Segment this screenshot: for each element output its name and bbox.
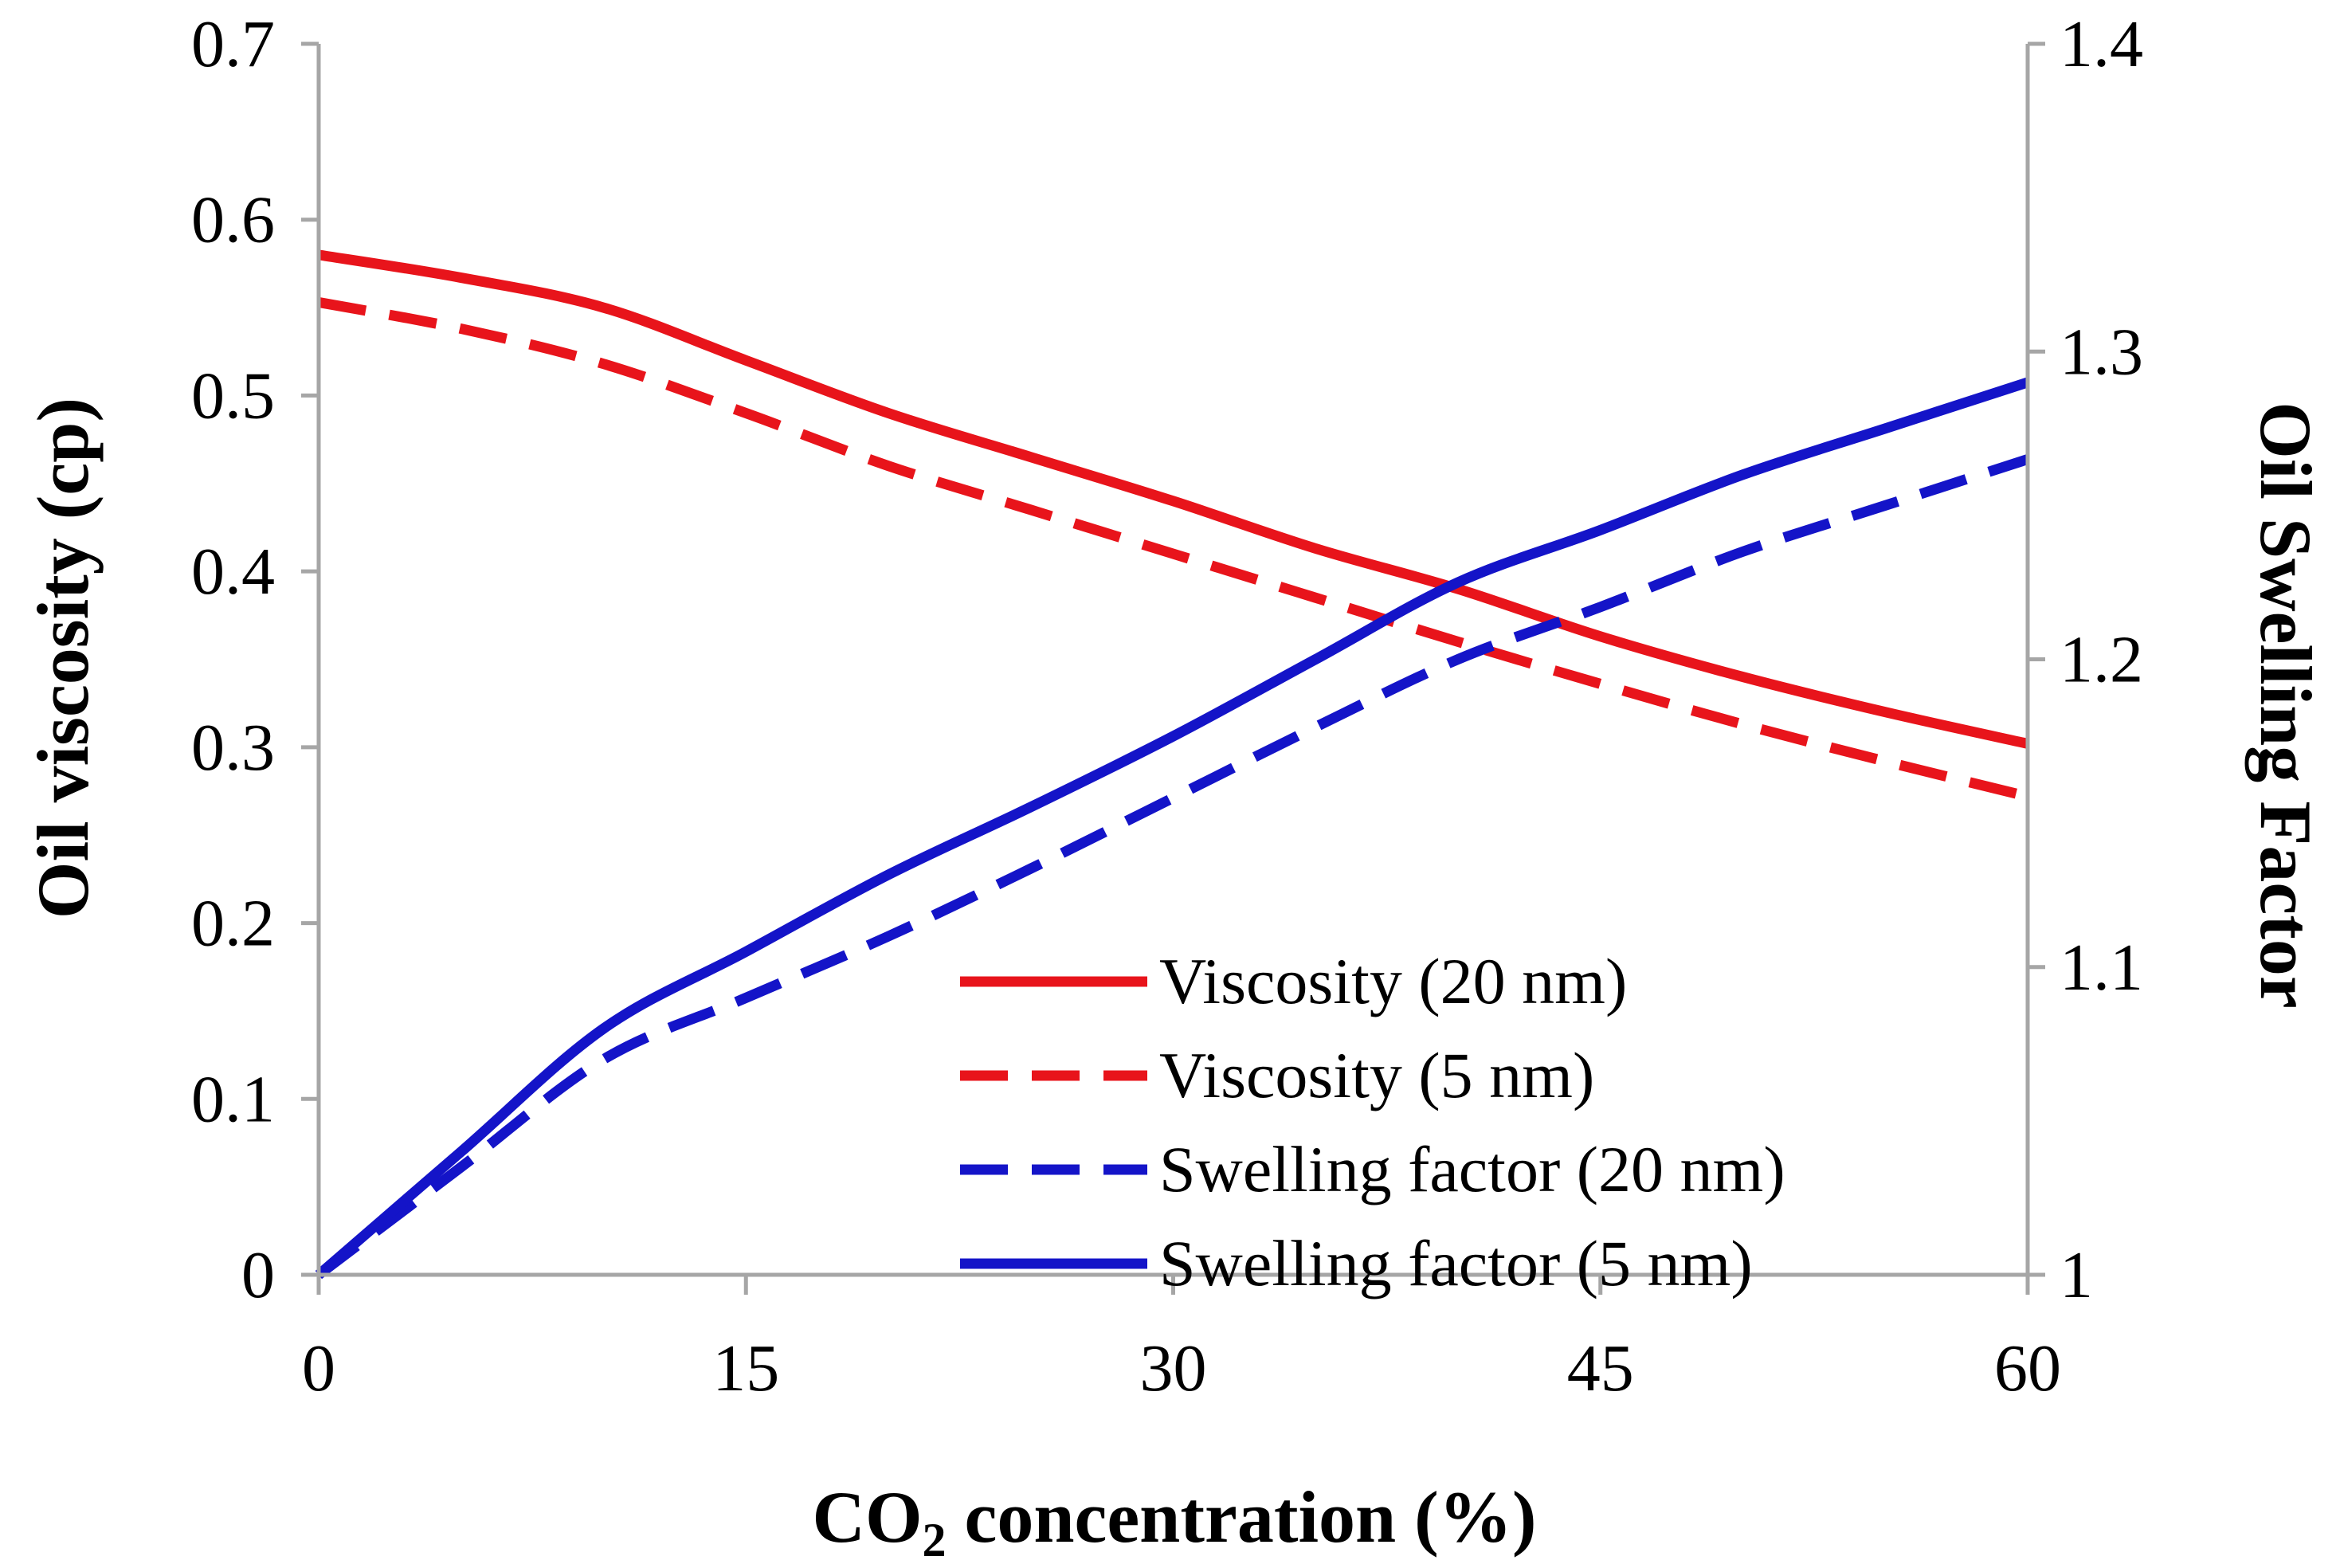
series-line-4 (315, 377, 2030, 1279)
x-tick-label: 0 (302, 1331, 335, 1405)
x-axis-title-main: CO (813, 1476, 923, 1558)
series-line-3 (316, 454, 2030, 1280)
y2-tick-label: 1.4 (2060, 7, 2143, 81)
legend-label-1: Viscosity (20 nm) (1159, 945, 1627, 1017)
y-tick-label: 0.4 (191, 535, 275, 609)
legend-label-3: Swelling factor (20 nm) (1159, 1133, 1785, 1205)
y-axis-title: Oil viscosity (cp) (22, 398, 104, 919)
y-tick-label: 0.1 (191, 1062, 275, 1136)
x-axis-title-suffix: concentration (%) (947, 1476, 1537, 1558)
x-tick-label: 60 (1994, 1331, 2061, 1405)
x-tick-label: 30 (1140, 1331, 1207, 1405)
axes (301, 41, 2045, 1295)
plot-lines (315, 249, 2030, 1280)
y2-tick-label: 1.2 (2060, 623, 2143, 697)
x-axis-title: CO2 concentration (%) (813, 1476, 1537, 1566)
legend: Viscosity (20 nm) Viscosity (5 nm) Swellin… (960, 945, 1785, 1299)
tick-labels: 0 0.1 0.2 0.3 0.4 0.5 0.6 0.7 1 1.1 1.2 1.3 1.4 0 15 30… (191, 7, 2143, 1405)
y2-tick-label: 1.1 (2060, 931, 2143, 1005)
y-tick-label: 0.3 (191, 711, 275, 785)
y-tick-label: 0.2 (191, 887, 275, 961)
y2-tick-label: 1.3 (2060, 315, 2143, 389)
y-tick-label: 0 (241, 1238, 275, 1312)
series-line-2 (317, 297, 2029, 802)
x-tick-label: 45 (1567, 1331, 1634, 1405)
x-axis-title-subscript: 2 (923, 1514, 947, 1566)
x-tick-label: 15 (712, 1331, 779, 1405)
legend-label-4: Swelling factor (5 nm) (1159, 1227, 1753, 1299)
y-tick-label: 0.5 (191, 359, 275, 433)
y2-axis-title: Oil Swelling Factor (2245, 402, 2326, 1008)
y-tick-label: 0.7 (191, 7, 275, 81)
y2-tick-label: 1 (2060, 1238, 2093, 1312)
y-tick-label: 0.6 (191, 183, 275, 257)
series-line-1 (317, 249, 2029, 749)
legend-label-2: Viscosity (5 nm) (1159, 1039, 1594, 1111)
